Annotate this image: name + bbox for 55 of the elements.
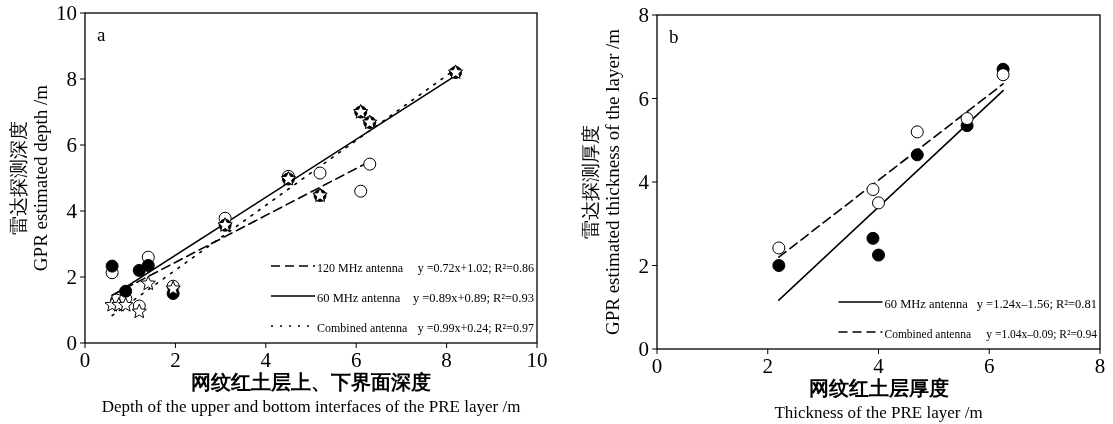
x-tick-label: 6 [350,348,362,372]
y-tick-label: 6 [66,133,77,157]
point [910,148,924,162]
x-tick-label: 10 [526,348,548,372]
point [866,231,880,245]
y-axis-title: 雷达探测深度 GPR estimated depth /m [8,84,51,272]
x-tick-label: 4 [260,348,272,372]
text: b [669,26,679,47]
point [910,125,924,139]
point [313,166,327,180]
x-tick-label: 8 [1094,354,1106,378]
text: a [97,24,106,45]
point [119,284,133,298]
point [872,196,885,210]
annotation: y =0.99x+0.24; R²=0.97 [417,321,534,335]
y-tick-label: 4 [66,199,78,223]
x-axis-title: 网纹红土层上、下界面深度 Depth of the upper and bottom interfaces of the PRE layer /m [101,371,521,416]
point [960,112,974,126]
annotation: y =0.89x+0.89; R²=0.93 [412,291,534,305]
point [772,259,786,272]
x-tick-label: 2 [762,354,773,378]
point [105,259,119,273]
x-tick-label: 8 [441,348,452,372]
annotation: y =0.72x+1.02; R²=0.86 [417,261,534,275]
y-tick-label: 2 [66,265,77,289]
y-tick-label: 0 [66,331,77,355]
point [772,241,786,255]
y-axis-title: 雷达探测厚度 GPR estimated thickness of the layer /m [580,28,623,336]
point [132,263,146,277]
point [866,183,880,197]
point [354,184,368,198]
legend-label: 60 MHz antenna [884,297,969,311]
y-tick-label: 4 [638,170,650,194]
point [996,68,1010,82]
point [140,275,156,291]
x-tick-label: 6 [984,354,995,378]
y-tick-label: 8 [638,3,649,27]
legend-label: Combined antenna [317,321,408,335]
legend-label: 120 MHz antenna [317,261,404,275]
y-tick-label: 8 [66,67,77,91]
x-tick-label: 2 [170,348,181,372]
point [141,258,155,272]
point [131,303,147,319]
y-tick-label: 10 [56,1,77,25]
y-tick-label: 2 [638,253,649,278]
y-tick-label: 6 [638,86,649,111]
legend-label: Combined antenna [884,328,972,340]
point [118,297,134,312]
legend-label: 60 MHz antenna [317,291,401,305]
x-axis-title: 网纹红土层厚度 Thickness of the PRE layer /m [774,377,983,422]
x-tick-label: 4 [873,354,885,378]
point [872,248,885,262]
point [363,157,377,171]
annotation: y =1.04x–0.09; R²=0.94 [986,328,1098,341]
annotation: y =1.24x–1.56; R²=0.81 [976,297,1097,311]
